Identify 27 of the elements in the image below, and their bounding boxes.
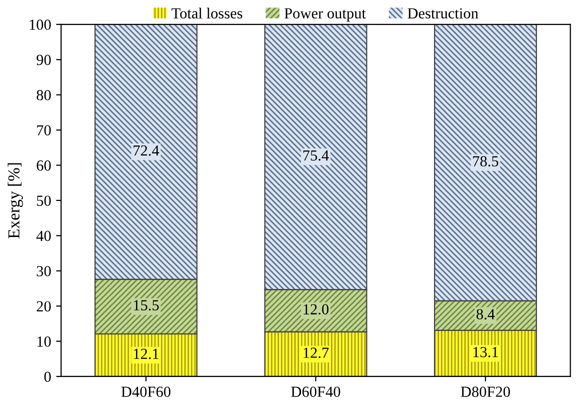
legend-label: Destruction [408, 8, 478, 18]
data-label: 12.7 [304, 348, 329, 358]
data-label: 72.4 [134, 145, 160, 156]
x-tick-label: D60F40 [291, 386, 340, 397]
y-tick-label: 0 [44, 372, 51, 382]
data-label: 12.1 [134, 348, 158, 360]
data-label: 13.1 [473, 346, 498, 358]
legend-label: Total losses [172, 8, 242, 18]
x-tick-label: D40F60 [121, 386, 170, 397]
legend-label: Power output [284, 8, 366, 22]
y-tick-label: 30 [36, 266, 51, 276]
data-label: 12.0 [304, 304, 329, 315]
data-label: 78.5 [473, 156, 498, 166]
y-tick-label: 100 [30, 20, 51, 30]
y-tick-label: 50 [37, 196, 51, 206]
data-label: 75.4 [303, 150, 329, 161]
data-label: 15.5 [134, 300, 159, 310]
y-tick-label: 60 [36, 160, 51, 171]
y-tick-label: 40 [36, 230, 51, 242]
y-axis-title: Exergy [%] [8, 163, 23, 238]
y-tick-label: 80 [36, 90, 51, 100]
y-tick-label: 70 [37, 125, 51, 136]
x-tick-label: D80F20 [460, 386, 510, 397]
data-label: 8.4 [476, 309, 495, 320]
y-tick-label: 90 [36, 54, 51, 66]
y-tick-label: 20 [36, 301, 51, 312]
y-tick-label: 10 [37, 336, 51, 347]
